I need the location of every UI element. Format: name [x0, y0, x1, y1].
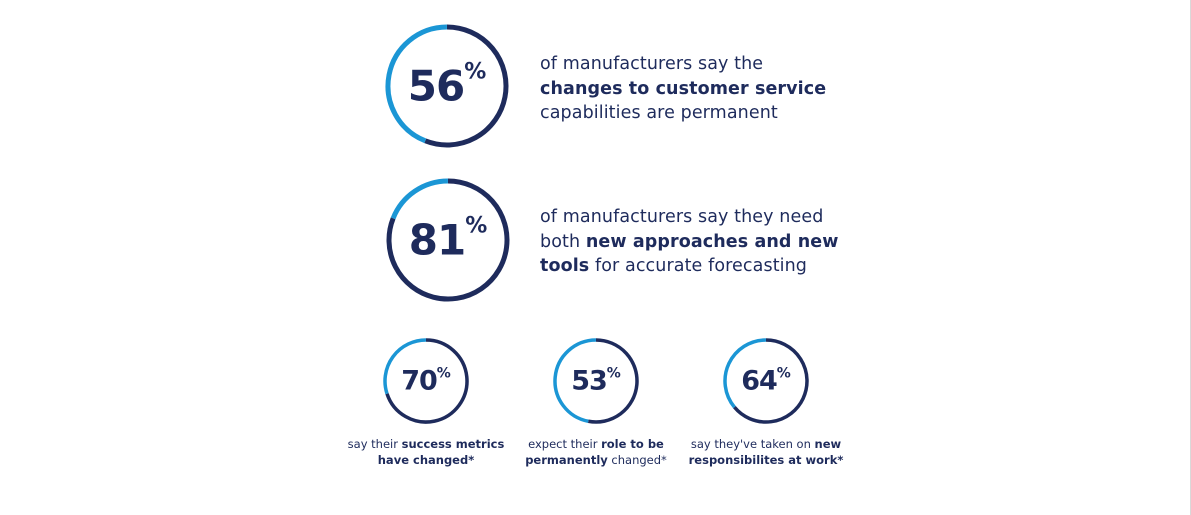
- gauge-number: 70: [401, 365, 438, 397]
- gauge-53: 53%: [553, 338, 639, 424]
- gauge-56: 56%: [385, 24, 509, 148]
- gauge-ring: [553, 338, 639, 424]
- stat-description-56: of manufacturers say the changes to cust…: [540, 52, 840, 126]
- description-text: of manufacturers say they need both: [540, 207, 824, 252]
- description-text: of manufacturers say the: [540, 54, 764, 74]
- stat-description-53: expect their role to be permanently chan…: [516, 437, 676, 468]
- stat-description-70: say their success metrics have changed*: [346, 437, 506, 468]
- gauge-value: 64%: [723, 366, 809, 397]
- description-bold: success metrics have: [377, 437, 505, 467]
- gauge-value: 70%: [383, 366, 469, 397]
- gauge-number: 81: [408, 215, 466, 265]
- stat-description-81: of manufacturers say they need both new …: [540, 205, 840, 279]
- description-bold: new responsibilites at work: [688, 437, 842, 467]
- gauge-81: 81%: [386, 178, 510, 302]
- gauge-unit: %: [464, 59, 487, 85]
- description-text: capabilities are permanent: [540, 103, 778, 123]
- gauge-value: 56%: [385, 59, 509, 111]
- gauge-number: 56: [407, 61, 465, 111]
- gauge-unit: %: [465, 213, 488, 239]
- gauge-value-arc: [386, 178, 510, 302]
- gauge-64: 64%: [723, 338, 809, 424]
- gauge-ring: [385, 24, 509, 148]
- description-text: *: [837, 452, 844, 467]
- gauge-unit: %: [606, 365, 621, 382]
- description-bold: changes to customer service: [540, 78, 827, 99]
- gauge-number: 64: [741, 365, 778, 397]
- gauge-ring: [383, 338, 469, 424]
- gauge-value-arc: [385, 338, 469, 424]
- stat-description-64: say they've taken on new responsibilites…: [686, 437, 846, 468]
- description-text: changed*: [409, 452, 475, 467]
- gauge-value: 81%: [386, 213, 510, 265]
- gauge-value-arc: [424, 24, 509, 148]
- gauge-ring: [386, 178, 510, 302]
- gauge-value-arc: [733, 338, 809, 424]
- gauge-remainder-arc: [553, 338, 596, 423]
- gauge-remainder-arc: [390, 178, 449, 220]
- description-text: changed*: [607, 452, 667, 467]
- gauge-value-arc: [587, 338, 639, 424]
- gauge-remainder-arc: [385, 24, 447, 144]
- description-text: for accurate forecasting: [589, 256, 808, 276]
- description-bold: role to be permanently: [525, 437, 664, 467]
- gauge-remainder-arc: [723, 338, 766, 409]
- gauge-ring: [723, 338, 809, 424]
- gauge-number: 53: [571, 365, 608, 397]
- gauge-70: 70%: [383, 338, 469, 424]
- gauge-value: 53%: [553, 366, 639, 397]
- description-text: say their: [347, 437, 402, 451]
- gauge-remainder-arc: [383, 338, 427, 395]
- description-bold: new approaches and new tools: [540, 231, 839, 277]
- gauge-unit: %: [436, 365, 451, 382]
- description-text: expect their: [528, 437, 602, 451]
- description-text: say they've taken on: [690, 437, 815, 451]
- gauge-unit: %: [776, 365, 791, 382]
